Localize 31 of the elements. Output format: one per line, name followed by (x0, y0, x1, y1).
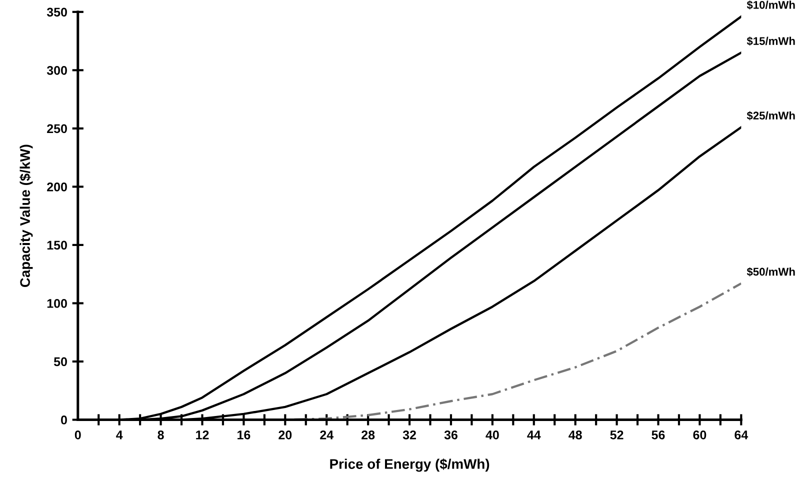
y-tick-label: 350 (46, 8, 67, 17)
x-tick-label: 64 (734, 430, 748, 440)
x-tick-label: 40 (486, 430, 499, 440)
x-tick-label: 48 (568, 430, 582, 440)
x-tick-label: 12 (196, 430, 209, 440)
series-label: $15/mWh (746, 36, 795, 46)
x-tick-label: 16 (238, 430, 250, 440)
series-label: $50/mWh (746, 267, 795, 276)
x-tick-label: 36 (444, 430, 458, 440)
x-tick-label: 24 (320, 430, 334, 440)
x-tick-label: 32 (402, 430, 416, 440)
x-axis-title: Price of Energy ($/mWh) (330, 458, 490, 472)
x-tick-label: 28 (362, 430, 375, 440)
x-tick-label: 20 (278, 430, 292, 440)
series-label: $10/mWh (746, 0, 795, 10)
x-tick-label: 56 (652, 430, 665, 440)
y-tick-label: 100 (47, 299, 67, 308)
x-tick-label: 60 (693, 430, 706, 440)
y-tick-label: 200 (47, 182, 67, 192)
series-label: $25/mWh (746, 111, 795, 120)
x-tick-label: 44 (527, 430, 541, 440)
y-axis-title: Capacity Value ($/kW) (20, 144, 33, 288)
y-tick-label: 250 (47, 124, 67, 134)
y-tick-label: 300 (46, 66, 67, 75)
y-tick-label: 150 (47, 240, 67, 250)
x-tick-label: 52 (610, 430, 624, 440)
y-tick-label: 0 (61, 416, 67, 424)
x-tick-label: 4 (116, 430, 123, 440)
y-tick-label: 50 (54, 357, 67, 366)
x-tick-label: 0 (74, 430, 81, 440)
x-tick-label: 8 (158, 430, 164, 440)
